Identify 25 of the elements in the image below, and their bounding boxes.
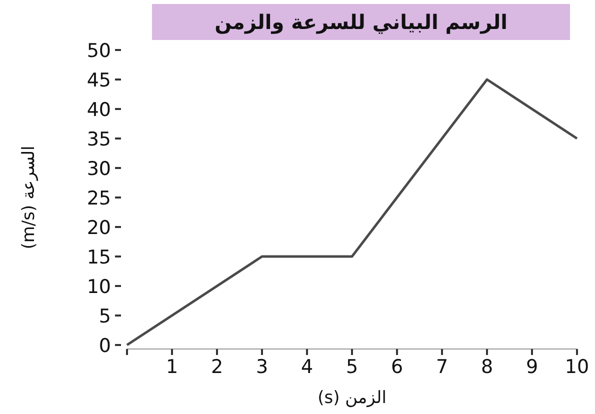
y-tick-label: 5 — [98, 306, 111, 328]
y-tick-label: 15 — [86, 246, 111, 268]
y-tick-label: 50 — [86, 40, 111, 62]
y-axis-title: السرعة (m/s) — [19, 146, 39, 250]
y-tick-label: 30 — [86, 158, 111, 180]
x-tick-label: 4 — [300, 356, 314, 378]
y-tick-label: 20 — [86, 217, 111, 239]
y-tick-label: 40 — [86, 99, 111, 121]
x-tick-label: 6 — [390, 356, 404, 378]
x-tick-label: 2 — [210, 356, 224, 378]
y-tick-label: 35 — [86, 128, 111, 150]
chart-title: الرسم البياني للسرعة والزمن — [214, 10, 508, 34]
y-tick-label: 25 — [86, 188, 111, 210]
x-tick-label: 7 — [436, 356, 448, 378]
x-tick-label: 10 — [564, 356, 590, 378]
x-tick-label: 1 — [166, 356, 178, 378]
y-tick-label: 0 — [98, 335, 111, 357]
y-tick-label: 45 — [86, 70, 111, 92]
x-tick-label: 9 — [526, 356, 538, 378]
x-tick-label: 3 — [256, 356, 268, 378]
x-tick-label: 5 — [346, 356, 358, 378]
x-tick-label: 8 — [480, 356, 494, 378]
y-tick-label: 10 — [86, 276, 111, 298]
line-series — [126, 78, 578, 346]
x-axis-title: الزمن (s) — [318, 388, 386, 408]
